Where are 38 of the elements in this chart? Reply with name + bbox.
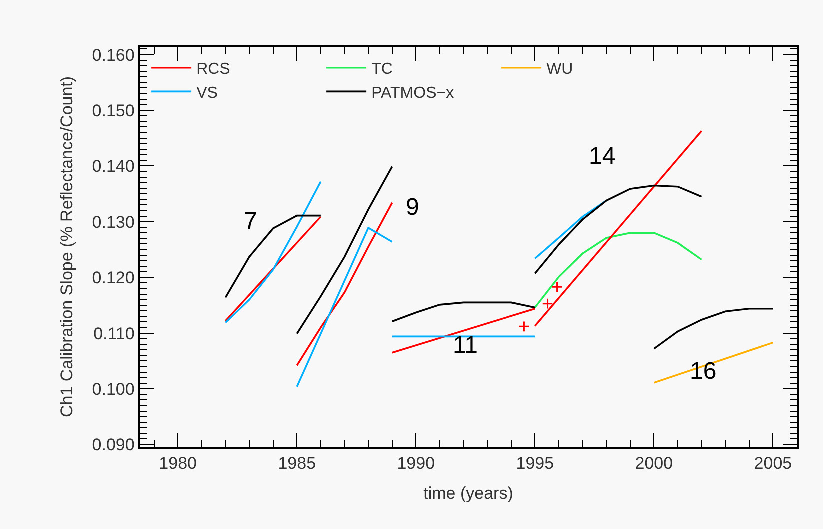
y-tick-label: 0.100 [92, 380, 135, 400]
y-tick-label: 0.090 [92, 436, 135, 455]
point [552, 281, 563, 293]
y-tick-label: 0.150 [92, 101, 135, 120]
legend-label: RCS [196, 61, 230, 78]
x-tick-label: 2005 [754, 454, 792, 474]
y-tick-label: 0.110 [94, 324, 135, 344]
line-series [296, 202, 394, 367]
line-series [296, 166, 394, 335]
line-series [534, 232, 703, 309]
annotation: 14 [589, 143, 616, 170]
annotation: 9 [406, 194, 420, 221]
y-tick-label: 0.140 [92, 157, 135, 176]
point [518, 321, 530, 332]
legend-label: WU [546, 61, 574, 78]
line-series [224, 214, 322, 299]
point [542, 298, 554, 310]
legend-label: PATMOS−x [372, 84, 454, 102]
x-axis-title: time (years) [424, 484, 514, 504]
annotation: 16 [690, 358, 717, 385]
x-tick-label: 1985 [278, 454, 316, 474]
line-series [391, 302, 536, 323]
x-tick-label: 1995 [516, 454, 554, 474]
x-tick-label: 2000 [635, 454, 674, 474]
y-tick-label: 0.130 [92, 212, 135, 232]
annotation: 11 [453, 332, 478, 359]
legend-label: TC [372, 61, 393, 78]
x-tick-label: 1980 [159, 454, 198, 474]
annotation: 7 [244, 208, 258, 235]
y-tick-label: 0.160 [92, 46, 135, 65]
line-series [224, 180, 322, 324]
line-series [534, 200, 608, 260]
legend-label: VS [196, 84, 218, 102]
x-tick-label: 1990 [397, 454, 436, 474]
line-series [653, 308, 774, 350]
y-tick-label: 0.120 [92, 268, 135, 288]
line-series [534, 184, 703, 275]
y-axis-title: Ch1 Calibration Slope (% Reflectance/Count) [57, 76, 76, 418]
